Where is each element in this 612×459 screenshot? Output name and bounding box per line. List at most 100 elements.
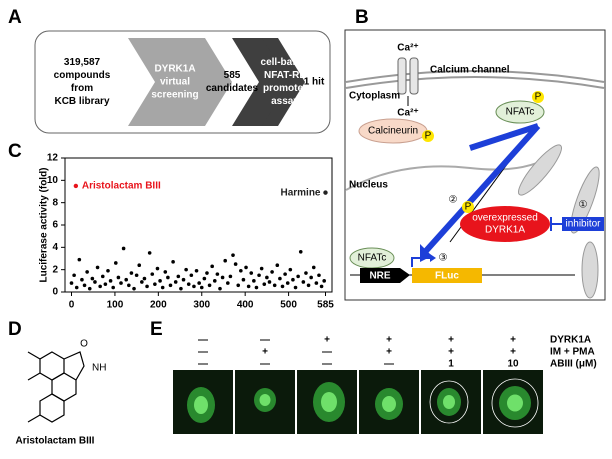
membrane [345, 76, 605, 89]
label: P [425, 131, 432, 142]
arrow [411, 257, 430, 267]
label: Ca²⁺ [397, 108, 418, 119]
panel-label: A [8, 7, 22, 28]
point [301, 280, 306, 284]
envelope [570, 166, 600, 234]
point [127, 283, 131, 288]
point [194, 268, 199, 273]
y-tick-label: 12 [47, 153, 59, 164]
condition: 10 [507, 359, 519, 370]
y-axis-title: Luciferase activity (fold) [39, 167, 50, 282]
point [129, 271, 134, 275]
annotation: Aristolactam BIII [82, 181, 161, 192]
point [119, 281, 123, 285]
point [285, 281, 290, 285]
point [173, 280, 178, 284]
point [155, 266, 160, 271]
label: Ca²⁺ [397, 43, 418, 54]
compound-name: Aristolactam BIII [16, 436, 95, 447]
row-label: IM + PMA [550, 347, 595, 358]
point [246, 284, 251, 289]
point [306, 283, 311, 288]
point [163, 270, 168, 274]
condition: + [386, 335, 392, 346]
condition: + [262, 347, 268, 358]
point [140, 280, 144, 284]
point [220, 275, 225, 280]
label: NFATc [506, 107, 535, 118]
flow-step: promoter [263, 83, 307, 94]
point [278, 276, 282, 281]
label: ③ [439, 253, 448, 264]
point [74, 285, 79, 290]
nre [360, 268, 410, 283]
flow-step: assay [271, 96, 299, 107]
point [85, 270, 89, 274]
nucleus [507, 394, 523, 412]
envelope [581, 241, 599, 299]
point [226, 281, 230, 285]
point [244, 265, 248, 270]
point [304, 271, 308, 275]
point [239, 268, 243, 273]
point [82, 283, 87, 288]
flow-step: screening [151, 90, 198, 101]
outline [491, 378, 539, 428]
x-tick-label: 585 [317, 300, 334, 311]
point [212, 279, 217, 283]
x-tick-label: 400 [237, 300, 254, 311]
arrow [422, 123, 541, 255]
point [106, 268, 110, 273]
point [199, 285, 204, 290]
y-tick-label: 6 [52, 220, 58, 231]
point [176, 274, 181, 279]
point [241, 277, 246, 282]
point [265, 275, 269, 280]
condition: — [384, 359, 394, 370]
point [215, 272, 220, 276]
point [90, 276, 95, 281]
arrowhead [430, 254, 436, 262]
point [87, 286, 92, 291]
x-tick-label: 300 [193, 300, 210, 311]
label: Calcium channel [430, 65, 510, 76]
point [252, 279, 256, 283]
plot-frame [64, 157, 333, 293]
flow-step: from [71, 83, 93, 94]
label: ② [449, 195, 458, 206]
point [270, 270, 274, 274]
point [103, 282, 108, 286]
x-tick-label: 200 [150, 300, 167, 311]
condition: + [448, 335, 454, 346]
label: inhibitor [565, 219, 601, 230]
panel-label: C [8, 141, 22, 162]
inhibitor [562, 217, 604, 231]
nucleus [321, 392, 337, 412]
fluc [412, 268, 482, 283]
x-tick-label: 0 [69, 300, 75, 311]
point [314, 281, 319, 285]
point [236, 283, 241, 288]
point [197, 281, 201, 285]
label: ① [579, 200, 588, 211]
condition: — [260, 335, 270, 346]
point [272, 283, 277, 288]
flow-text: 319,587 compounds from KCB library DYRK1A vir… [54, 57, 325, 107]
condition: — [322, 347, 332, 358]
point [267, 280, 272, 284]
nucleus [443, 395, 455, 409]
phosphate [462, 201, 474, 213]
y-tick-label: 0 [52, 287, 58, 298]
nfatc [495, 100, 545, 124]
condition: + [510, 335, 516, 346]
flow-step: virtual [160, 77, 190, 88]
point [184, 267, 188, 272]
label: Cytoplasm [349, 91, 400, 102]
point [317, 273, 321, 278]
condition: + [510, 347, 516, 358]
condition: — [322, 359, 332, 370]
panel-label: B [355, 7, 369, 28]
phosphate [422, 130, 434, 142]
point [275, 263, 280, 268]
point [80, 277, 84, 282]
